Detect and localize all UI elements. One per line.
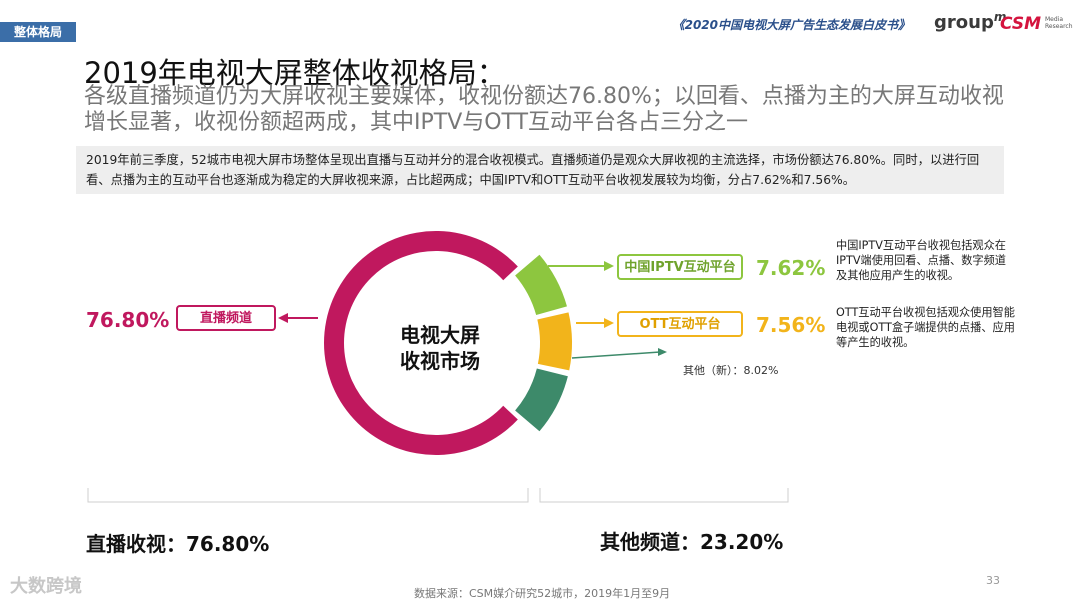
live-bracket: [87, 488, 529, 503]
other-connector: [571, 351, 661, 359]
donut-slice-live: [324, 231, 518, 455]
csm-logo-subtitle: Media Research: [1045, 16, 1073, 30]
watermark: 大数跨境: [10, 576, 82, 597]
page-subtitle: 各级直播频道仍为大屏收视主要媒体，收视份额达76.80%；以回看、点播为主的大屏…: [84, 84, 1004, 135]
iptv-note: 中国IPTV互动平台收视包括观众在IPTV端使用回看、点播、数字频道及其他应用产…: [836, 239, 1006, 282]
summary-box: 2019年前三季度，52城市电视大屏市场整体呈现出直播与互动并分的混合收视模式。…: [76, 146, 1004, 194]
live-total: 直播收视：76.80%: [86, 532, 270, 556]
ott-share-value: 7.56%: [756, 313, 826, 337]
page-title: 2019年电视大屏整体收视格局：: [84, 56, 506, 90]
iptv-arrowhead: [604, 261, 614, 271]
other-share-label: 其他（新）：8.02%: [683, 364, 779, 377]
other-bracket: [539, 488, 789, 503]
data-source: 数据来源：CSM媒介研究52城市，2019年1月至9月: [414, 587, 671, 600]
page-number: 33: [986, 574, 1000, 587]
live-channel-label: 直播频道: [176, 305, 276, 331]
report-title: 《2020中国电视大屏广告生态发展白皮书》: [672, 18, 910, 32]
groupm-logo: groupm: [934, 10, 1007, 33]
ott-note: OTT互动平台收视包括观众使用智能电视或OTT盒子端提供的点播、应用等产生的收视…: [836, 306, 1015, 349]
iptv-share-value: 7.62%: [756, 256, 826, 280]
live-arrowhead: [278, 313, 288, 323]
other-arrowhead: [658, 348, 667, 356]
donut-center-label: 电视大屏 收视市场: [400, 323, 480, 373]
ott-platform-label: OTT互动平台: [617, 311, 743, 337]
iptv-platform-label: 中国IPTV互动平台: [617, 254, 743, 280]
section-tag: 整体格局: [0, 22, 76, 42]
donut-slice-other: [515, 368, 568, 432]
other-total: 其他频道：23.20%: [600, 530, 784, 554]
donut-slice-iptv: [515, 254, 567, 316]
live-share-value: 76.80%: [86, 308, 170, 332]
ott-arrowhead: [604, 318, 614, 328]
donut-slice-ott: [537, 312, 572, 371]
csm-logo: CSM: [1000, 14, 1042, 34]
